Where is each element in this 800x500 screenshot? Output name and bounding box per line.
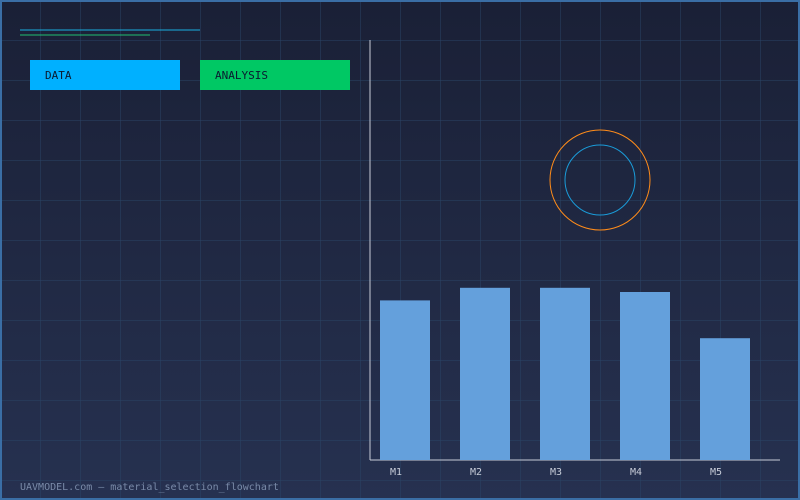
bar [380,300,430,460]
bar [700,338,750,460]
button-label[interactable]: DATA [45,69,72,82]
bar [620,292,670,460]
deco-ring [564,144,636,216]
x-tick-label: M4 [630,467,642,478]
x-tick-label: M5 [710,467,722,478]
x-tick-label: M3 [550,467,562,478]
bar [460,287,510,460]
x-tick-label: M2 [470,467,482,478]
deco-ring [549,129,651,231]
button-label[interactable]: ANALYSIS [215,69,268,82]
x-tick-label: M1 [390,467,402,478]
footer: UAVMODEL.com — material_selection_flowch… [20,482,279,493]
analysis-button[interactable] [200,60,350,90]
bar [540,287,590,460]
data-button[interactable] [30,60,180,90]
